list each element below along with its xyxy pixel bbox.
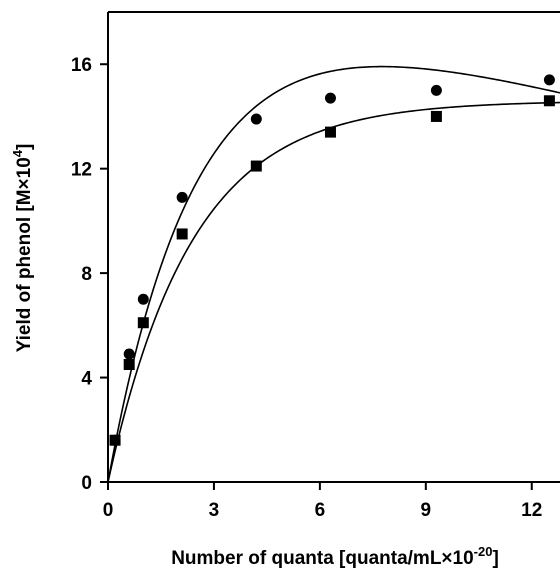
data-point-circle	[250, 113, 262, 125]
data-point-circle	[137, 293, 149, 305]
x-tick-label: 9	[421, 500, 432, 521]
x-axis-label: Number of quanta [quanta/mL×10-20]	[171, 544, 499, 569]
y-tick-label: 12	[71, 160, 92, 181]
x-tick-label: 0	[103, 500, 114, 521]
data-point-circle	[430, 84, 442, 96]
x-tick-label: 3	[209, 500, 220, 521]
y-tick-label: 8	[81, 264, 92, 285]
data-point-square	[324, 126, 336, 138]
data-point-square	[430, 110, 442, 122]
fit-curve-square	[107, 101, 560, 483]
y-axis-label: Yield of phenol [M×104]	[10, 144, 35, 353]
y-tick-label: 0	[81, 473, 92, 494]
x-tick-label: 6	[315, 500, 326, 521]
data-point-circle	[176, 191, 188, 203]
fit-curve-circle	[107, 65, 560, 483]
data-point-circle	[543, 74, 555, 86]
data-point-square	[250, 160, 262, 172]
y-tick-label: 16	[71, 55, 92, 76]
data-point-circle	[123, 348, 135, 360]
data-point-circle	[324, 92, 336, 104]
data-points	[109, 74, 555, 446]
data-point-square	[543, 95, 555, 107]
data-point-square	[137, 317, 149, 329]
x-tick-label: 12	[521, 500, 542, 521]
axes	[100, 11, 560, 490]
data-point-square	[109, 434, 121, 446]
y-tick-label: 4	[81, 369, 92, 390]
tick-labels: 0 3 6 9 12 0 4 8 12 16	[71, 55, 542, 521]
data-point-square	[123, 359, 135, 370]
data-point-square	[176, 228, 188, 240]
